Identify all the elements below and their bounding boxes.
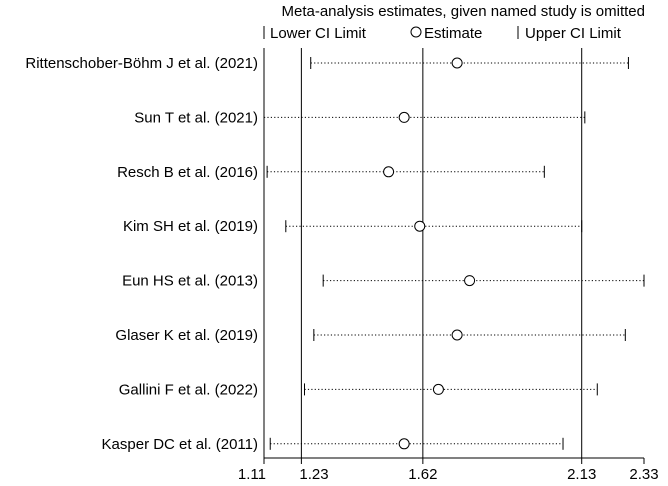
study-label: Eun HS et al. (2013) (122, 273, 258, 290)
reference-lines (300, 48, 583, 458)
estimate-marker (451, 329, 463, 341)
legend-estimate-marker (410, 26, 422, 38)
estimate-marker (464, 275, 476, 287)
legend-lower-label: Lower CI Limit (270, 25, 367, 42)
x-tick-label: 2.33 (629, 466, 658, 483)
study-label: Gallini F et al. (2022) (119, 381, 258, 398)
study-label: Resch B et al. (2016) (117, 164, 258, 181)
study-row: Glaser K et al. (2019) (115, 327, 626, 344)
chart-title: Meta-analysis estimates, given named stu… (282, 3, 646, 20)
study-row: Gallini F et al. (2022) (119, 381, 598, 398)
study-row: Kasper DC et al. (2011) (102, 436, 564, 453)
x-tick-label: 2.13 (567, 466, 596, 483)
plot-frame (263, 48, 644, 459)
estimate-marker (398, 111, 410, 123)
estimate-marker (383, 166, 395, 178)
x-axis-ticks: 1.11 1.23 1.62 2.13 2.33 (238, 458, 659, 483)
study-row: Resch B et al. (2016) (117, 164, 545, 181)
study-row: Rittenschober-Böhm J et al. (2021) (25, 55, 629, 72)
estimate-marker (432, 383, 444, 395)
estimate-marker (451, 57, 463, 69)
study-label: Kim SH et al. (2019) (123, 218, 258, 235)
study-row: Sun T et al. (2021) (134, 109, 586, 126)
legend: Lower CI Limit Estimate Upper CI Limit (263, 25, 622, 42)
study-row: Eun HS et al. (2013) (122, 273, 645, 290)
legend-estimate-label: Estimate (424, 25, 482, 42)
estimate-marker (414, 220, 426, 232)
study-label: Glaser K et al. (2019) (115, 327, 258, 344)
legend-upper-label: Upper CI Limit (525, 25, 622, 42)
x-tick-label: 1.11 (238, 466, 266, 483)
study-label: Rittenschober-Böhm J et al. (2021) (25, 55, 258, 72)
study-label: Kasper DC et al. (2011) (102, 436, 258, 453)
estimate-marker (398, 438, 410, 450)
study-rows: Rittenschober-Böhm J et al. (2021) Sun T … (25, 55, 645, 453)
study-row: Kim SH et al. (2019) (123, 218, 583, 235)
x-tick-label: 1.62 (408, 466, 437, 483)
study-label: Sun T et al. (2021) (134, 109, 258, 126)
x-tick-label: 1.23 (299, 466, 328, 483)
